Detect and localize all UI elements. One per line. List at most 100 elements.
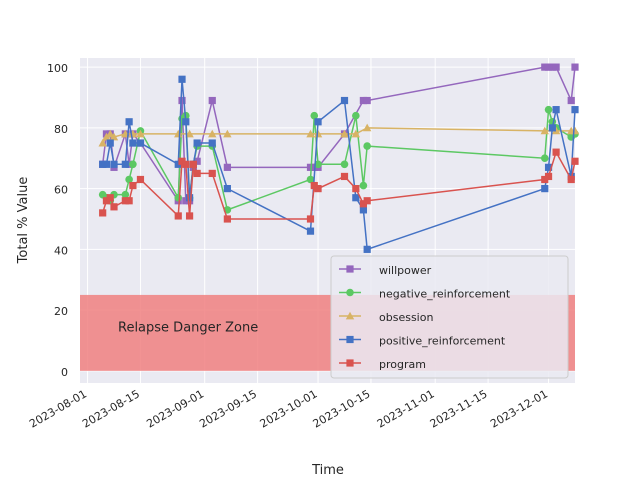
legend-marker [346,359,354,367]
y-tick-label: 40 [54,244,68,257]
data-point [223,163,231,171]
data-point [129,160,137,169]
y-axis-title: Total % Value [16,177,31,265]
data-point [223,185,231,193]
x-tick-label: 2023-10-15 [311,387,373,430]
x-tick-label: 2023-11-01 [375,387,437,430]
data-point [548,124,556,132]
data-point [98,138,107,147]
data-point [193,169,201,178]
legend-item: negative_reinforcement [339,288,511,301]
data-point [182,197,190,205]
data-point [552,148,560,156]
data-point [178,157,186,165]
y-tick-label: 20 [54,305,68,318]
data-point [125,118,133,126]
x-tick-label: 2023-11-15 [428,387,490,430]
data-point [552,63,560,71]
legend: willpower negative_reinforcement obsession… [330,255,569,379]
data-point [544,163,553,171]
legend-label: positive_reinforcement [379,335,506,348]
data-point [551,126,561,135]
data-point [174,212,182,220]
data-point [185,212,194,220]
data-point [352,194,360,202]
data-point [363,96,371,105]
data-point [541,63,549,71]
data-point [174,129,183,138]
data-point [193,157,201,165]
data-point [310,111,319,120]
data-point [185,194,194,202]
data-point [310,181,318,190]
data-point [182,160,190,168]
data-point [306,175,315,184]
data-point [136,139,145,147]
data-point [359,181,368,190]
data-point [193,139,201,147]
y-tick-label: 100 [47,62,68,75]
data-point [306,129,315,138]
data-point [567,96,575,105]
data-point [363,197,371,205]
data-point [359,96,367,105]
data-point [121,190,130,199]
data-point [110,203,118,211]
data-point [314,160,322,169]
legend-item: willpower [339,264,432,277]
data-point [106,194,114,202]
data-point [129,181,137,190]
data-point [121,160,129,168]
data-point [136,129,145,138]
x-axis-title: Time [311,463,344,478]
data-point [121,197,129,205]
data-point [567,175,575,184]
legend-box [330,255,569,379]
data-point [540,126,549,135]
data-point [352,111,360,120]
legend-marker [346,288,354,297]
data-point [340,96,349,105]
series-positive_reinforcement [99,75,579,253]
y-tick-label: 60 [54,184,68,197]
legend-item: program [339,358,426,371]
y-tick-labels: 0 20 40 60 80 100 [47,62,68,379]
x-tick-label: 2023-08-01 [27,387,89,430]
data-point [102,197,111,205]
series-negative_reinforcement [98,105,579,214]
series-layer [98,63,580,253]
data-point [306,215,315,223]
x-tick-label: 2023-12-01 [488,387,550,430]
x-tick-label: 2023-09-01 [144,387,206,430]
data-point [189,160,197,168]
data-point [540,154,549,163]
data-point [185,129,194,138]
data-point [129,139,137,147]
data-point [571,157,579,165]
data-point [362,123,372,132]
data-point [352,185,360,193]
data-point [340,172,349,181]
data-point [102,132,111,141]
legend-marker [346,265,354,273]
data-point [306,227,315,235]
x-tick-label: 2023-08-15 [80,387,142,430]
data-point [541,175,549,184]
data-point [109,132,119,141]
data-point [178,96,186,105]
data-point [223,215,231,223]
data-point [313,129,323,138]
legend-item: positive_reinforcement [339,335,506,348]
y-tick-label: 0 [61,366,68,379]
data-point [340,129,349,138]
data-point [571,106,579,114]
data-point [359,206,367,214]
data-point [363,245,371,253]
data-point [544,105,553,114]
data-point [544,63,553,71]
data-point [174,193,183,202]
legend-marker [346,335,354,344]
data-point [363,142,371,150]
